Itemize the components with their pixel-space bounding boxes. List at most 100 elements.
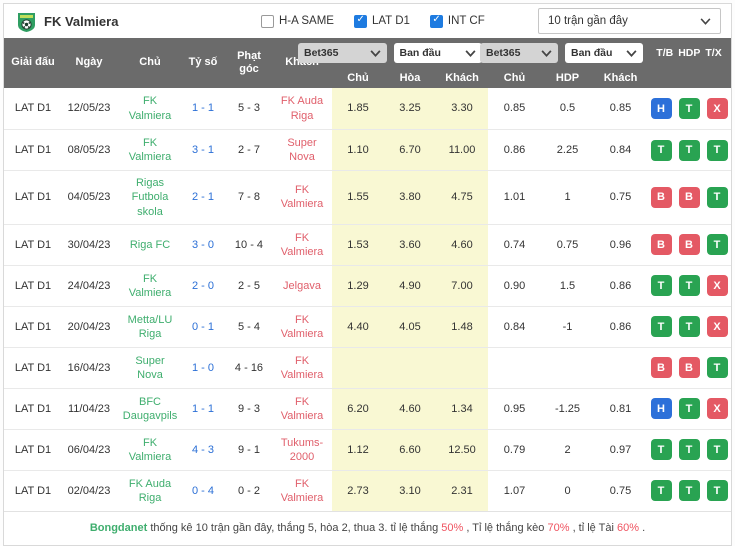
away-team-link[interactable]: FK Valmiera: [280, 184, 324, 211]
line-select-hdp-value: Ban đầu: [571, 47, 613, 59]
hdp-line: 0.75: [556, 238, 579, 251]
result-badge-tx: X: [706, 316, 728, 338]
result-badge-tx: T: [706, 357, 728, 379]
result-badge-tb: T: [650, 480, 672, 502]
range-select[interactable]: 10 trận gần đây: [538, 8, 721, 34]
team-header: FK Valmiera: [16, 11, 261, 32]
home-team-link[interactable]: FK Valmiera: [128, 95, 172, 122]
result-badges: T T T: [647, 130, 731, 170]
hdp-away: [594, 348, 647, 388]
checkbox-ha-same-label: H-A SAME: [279, 15, 334, 27]
away-team-link[interactable]: FK Auda Riga: [280, 95, 324, 122]
score-link[interactable]: 4 - 3: [191, 443, 214, 456]
odds-1x2-cells: 1.12 6.60 12.50: [332, 429, 488, 470]
hdp-home: 0.84: [503, 320, 526, 333]
result-badges: T T X: [647, 307, 731, 347]
corner-score-cell: 5 - 4: [237, 320, 260, 333]
score-link[interactable]: 3 - 1: [191, 143, 214, 156]
odds-hdp-cells: 0.84 -1 0.86: [488, 307, 647, 347]
away-team-link[interactable]: FK Valmiera: [280, 313, 324, 340]
away-team-link[interactable]: FK Valmiera: [280, 231, 324, 258]
line-select-1x2[interactable]: Ban đầu: [393, 43, 482, 63]
result-badges: H T X: [647, 389, 731, 429]
away-team-link[interactable]: FK Valmiera: [280, 477, 324, 504]
result-badge-tb: B: [650, 357, 672, 379]
score-link[interactable]: 2 - 0: [191, 279, 214, 292]
odd-draw: 4.90: [399, 279, 421, 292]
odd-home: 4.40: [347, 320, 369, 333]
away-team-link[interactable]: FK Valmiera: [280, 395, 324, 422]
checkbox-int-cf-box[interactable]: [429, 14, 443, 28]
score-link[interactable]: 0 - 1: [191, 320, 214, 333]
hdp-home: 1.01: [503, 191, 526, 204]
result-badge-hdp: T: [678, 398, 700, 420]
subcol-1x2-home: Chủ: [347, 72, 369, 84]
odds-hdp-cells: 0.90 1.5 0.86: [488, 266, 647, 306]
col-header-league: Giải đấu: [11, 56, 55, 69]
hdp-line: 0: [564, 484, 571, 497]
away-team-link[interactable]: Super Nova: [287, 136, 317, 163]
away-team-link[interactable]: FK Valmiera: [280, 354, 324, 381]
subcol-hdp-line: HDP: [555, 72, 580, 84]
checkbox-lat-d1-box[interactable]: [353, 14, 367, 28]
home-team-link[interactable]: FK Valmiera: [128, 436, 172, 463]
home-team-link[interactable]: Super Nova: [135, 354, 165, 381]
odd-draw: 3.10: [399, 484, 421, 497]
home-team-link[interactable]: Metta/LU Riga: [127, 313, 173, 340]
hdp-line: 1.5: [559, 279, 576, 292]
home-team-link[interactable]: FK Valmiera: [128, 272, 172, 299]
checkbox-ha-same-box[interactable]: [261, 14, 274, 28]
odd-draw: [384, 348, 436, 388]
bookmaker-select-1x2[interactable]: Bet365: [298, 43, 387, 63]
page-title: FK Valmiera: [44, 13, 119, 29]
result-badge-hdp: T: [678, 98, 700, 119]
score-link[interactable]: 3 - 0: [191, 238, 214, 251]
away-team-link[interactable]: Jelgava: [283, 279, 321, 292]
bookmaker-select-hdp[interactable]: Bet365: [480, 43, 558, 63]
odds-1x2-header-group: Bet365 Ban đầu Chủ Hòa Khách: [298, 38, 488, 88]
home-team-link[interactable]: BFC Daugavpils: [122, 395, 178, 422]
checkbox-ha-same[interactable]: H-A SAME: [261, 14, 334, 28]
col-header-score: Tỷ số: [188, 56, 218, 69]
hdp-away: 0.96: [609, 238, 632, 251]
date-cell: 16/04/23: [67, 361, 111, 374]
odd-away: 2.31: [451, 484, 473, 497]
result-badge-hdp: T: [678, 439, 700, 461]
score-link[interactable]: 2 - 1: [191, 191, 214, 204]
odds-1x2-cells: 1.29 4.90 7.00: [332, 265, 488, 306]
away-team-link[interactable]: Tukums-2000: [280, 436, 324, 463]
score-link[interactable]: 1 - 1: [191, 402, 214, 415]
corner-score-cell: 2 - 7: [237, 143, 260, 156]
score-link[interactable]: 1 - 1: [191, 102, 214, 115]
table-header: Giải đấu Ngày Chủ Tỷ số Phạt góc Khách B…: [4, 38, 731, 88]
hdp-home: 0.90: [503, 279, 526, 292]
score-link[interactable]: 0 - 4: [191, 484, 214, 497]
result-badges: T T X: [647, 266, 731, 306]
hdp-line: 2: [564, 443, 571, 456]
checkbox-int-cf[interactable]: INT CF: [429, 14, 485, 28]
home-team-link[interactable]: FK Valmiera: [128, 136, 172, 163]
odds-hdp-header-group: Bet365 Ban đầu Chủ HDP Khách: [480, 38, 647, 88]
hdp-line: 2.25: [556, 143, 579, 156]
checkbox-lat-d1[interactable]: LAT D1: [353, 14, 410, 28]
date-cell: 12/05/23: [67, 102, 111, 115]
corner-score-cell: 9 - 1: [237, 443, 260, 456]
odd-away: 4.75: [451, 191, 473, 204]
score-link[interactable]: 1 - 0: [191, 361, 214, 374]
subcol-1x2-draw: Hòa: [399, 72, 421, 84]
odds-hdp-cells: 0.95 -1.25 0.81: [488, 389, 647, 429]
home-team-link[interactable]: FK Auda Riga: [128, 477, 172, 504]
odds-1x2-cells: 1.53 3.60 4.60: [332, 224, 488, 265]
home-team-link[interactable]: Rigas Futbola skola: [131, 177, 169, 218]
odd-away: 11.00: [448, 143, 476, 156]
line-select-hdp[interactable]: Ban đầu: [565, 43, 643, 63]
footer-text-segment: , tỉ lệ Tài: [572, 521, 617, 534]
result-badge-tx: T: [706, 186, 728, 208]
result-badge-tx: X: [706, 98, 728, 119]
home-team-link[interactable]: Riga FC: [129, 238, 171, 251]
result-badge-tb: T: [650, 439, 672, 461]
result-badge-tx: T: [706, 439, 728, 461]
hdp-home: 1.07: [503, 484, 526, 497]
hdp-away: 0.97: [609, 443, 632, 456]
chevron-down-icon: [541, 49, 552, 57]
